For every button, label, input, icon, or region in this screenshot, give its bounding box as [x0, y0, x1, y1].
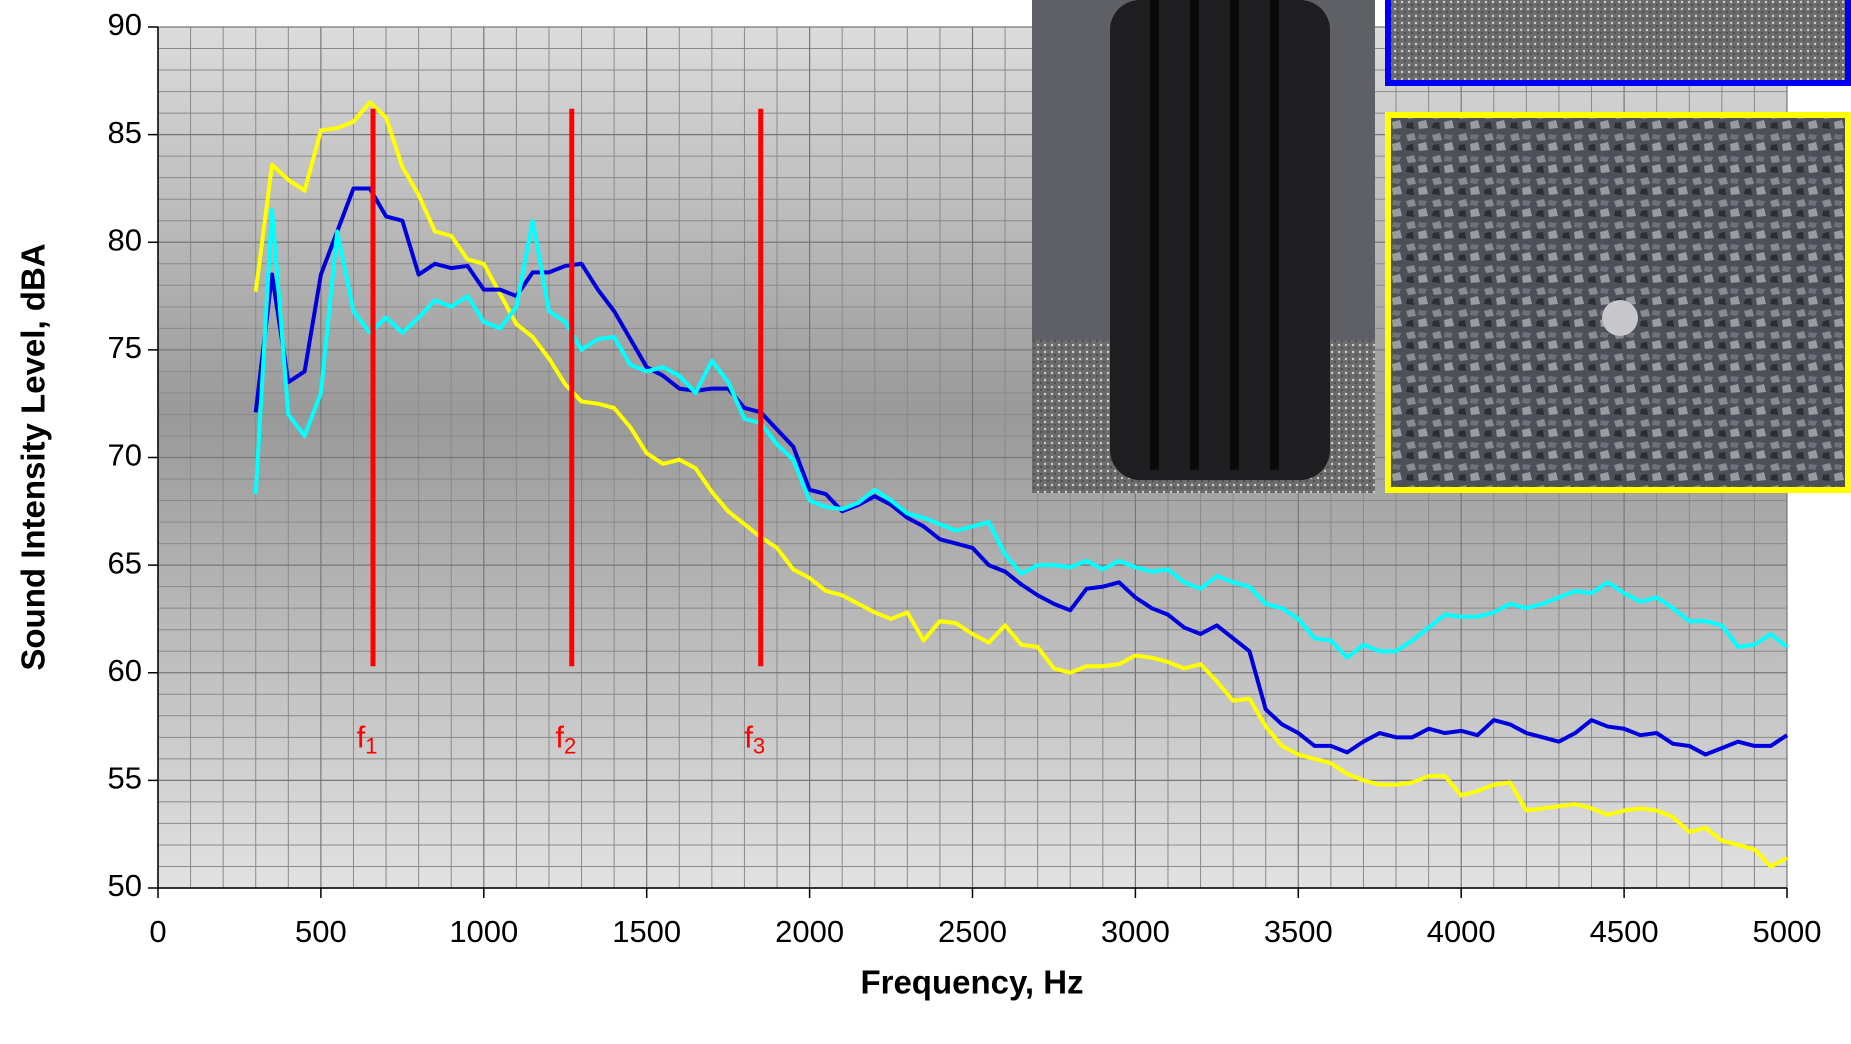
x-tick-label: 500 — [295, 914, 347, 949]
y-tick-label: 70 — [108, 438, 142, 473]
y-tick-label: 55 — [108, 761, 142, 796]
y-tick-label: 85 — [108, 115, 142, 150]
x-tick-label: 3000 — [1101, 914, 1170, 949]
inset-photos — [1032, 0, 1851, 493]
marker-text: f — [357, 720, 366, 755]
y-tick-label: 65 — [108, 545, 142, 580]
y-tick-label: 80 — [108, 222, 142, 257]
marker-label: f3 — [744, 720, 765, 759]
x-axis-title: Frequency, Hz — [860, 964, 1083, 1001]
series-line — [253, 186, 1789, 757]
x-tick-label: 5000 — [1753, 914, 1822, 949]
series-group: f1 f2 f3 — [253, 100, 1789, 869]
marker-label: f2 — [555, 720, 576, 759]
marker-text: f — [744, 720, 753, 755]
x-tick-label: 3500 — [1264, 914, 1333, 949]
y-tick-label: 75 — [108, 330, 142, 365]
marker-label: f1 — [357, 720, 378, 759]
y-tick-label: 90 — [108, 7, 142, 42]
x-tick-label: 2000 — [775, 914, 844, 949]
x-tick-label: 2500 — [938, 914, 1007, 949]
marker-subscript: 2 — [564, 733, 576, 758]
tire — [1110, 0, 1330, 480]
y-axis-title: Sound Intensity Level, dBA — [15, 243, 52, 670]
marker-subscript: 1 — [365, 733, 377, 758]
fine-surface-photo — [1385, 0, 1851, 86]
y-tick-label: 50 — [108, 868, 142, 903]
series-line — [253, 207, 1789, 660]
coin — [1602, 300, 1638, 336]
groove — [1230, 0, 1239, 470]
marker-text: f — [555, 720, 564, 755]
groove — [1150, 0, 1159, 470]
x-tick-label: 4500 — [1590, 914, 1659, 949]
x-tick-label: 1500 — [612, 914, 681, 949]
x-tick-label: 1000 — [449, 914, 518, 949]
axes: 0 500 1000 1500 2000 2500 3000 3500 4000 4500 5000… — [108, 7, 1822, 949]
x-tick-label: 4000 — [1427, 914, 1496, 949]
groove — [1190, 0, 1199, 470]
x-tick-label: 0 — [149, 914, 166, 949]
y-tick-label: 60 — [108, 653, 142, 688]
marker-subscript: 3 — [753, 733, 765, 758]
groove — [1270, 0, 1279, 470]
